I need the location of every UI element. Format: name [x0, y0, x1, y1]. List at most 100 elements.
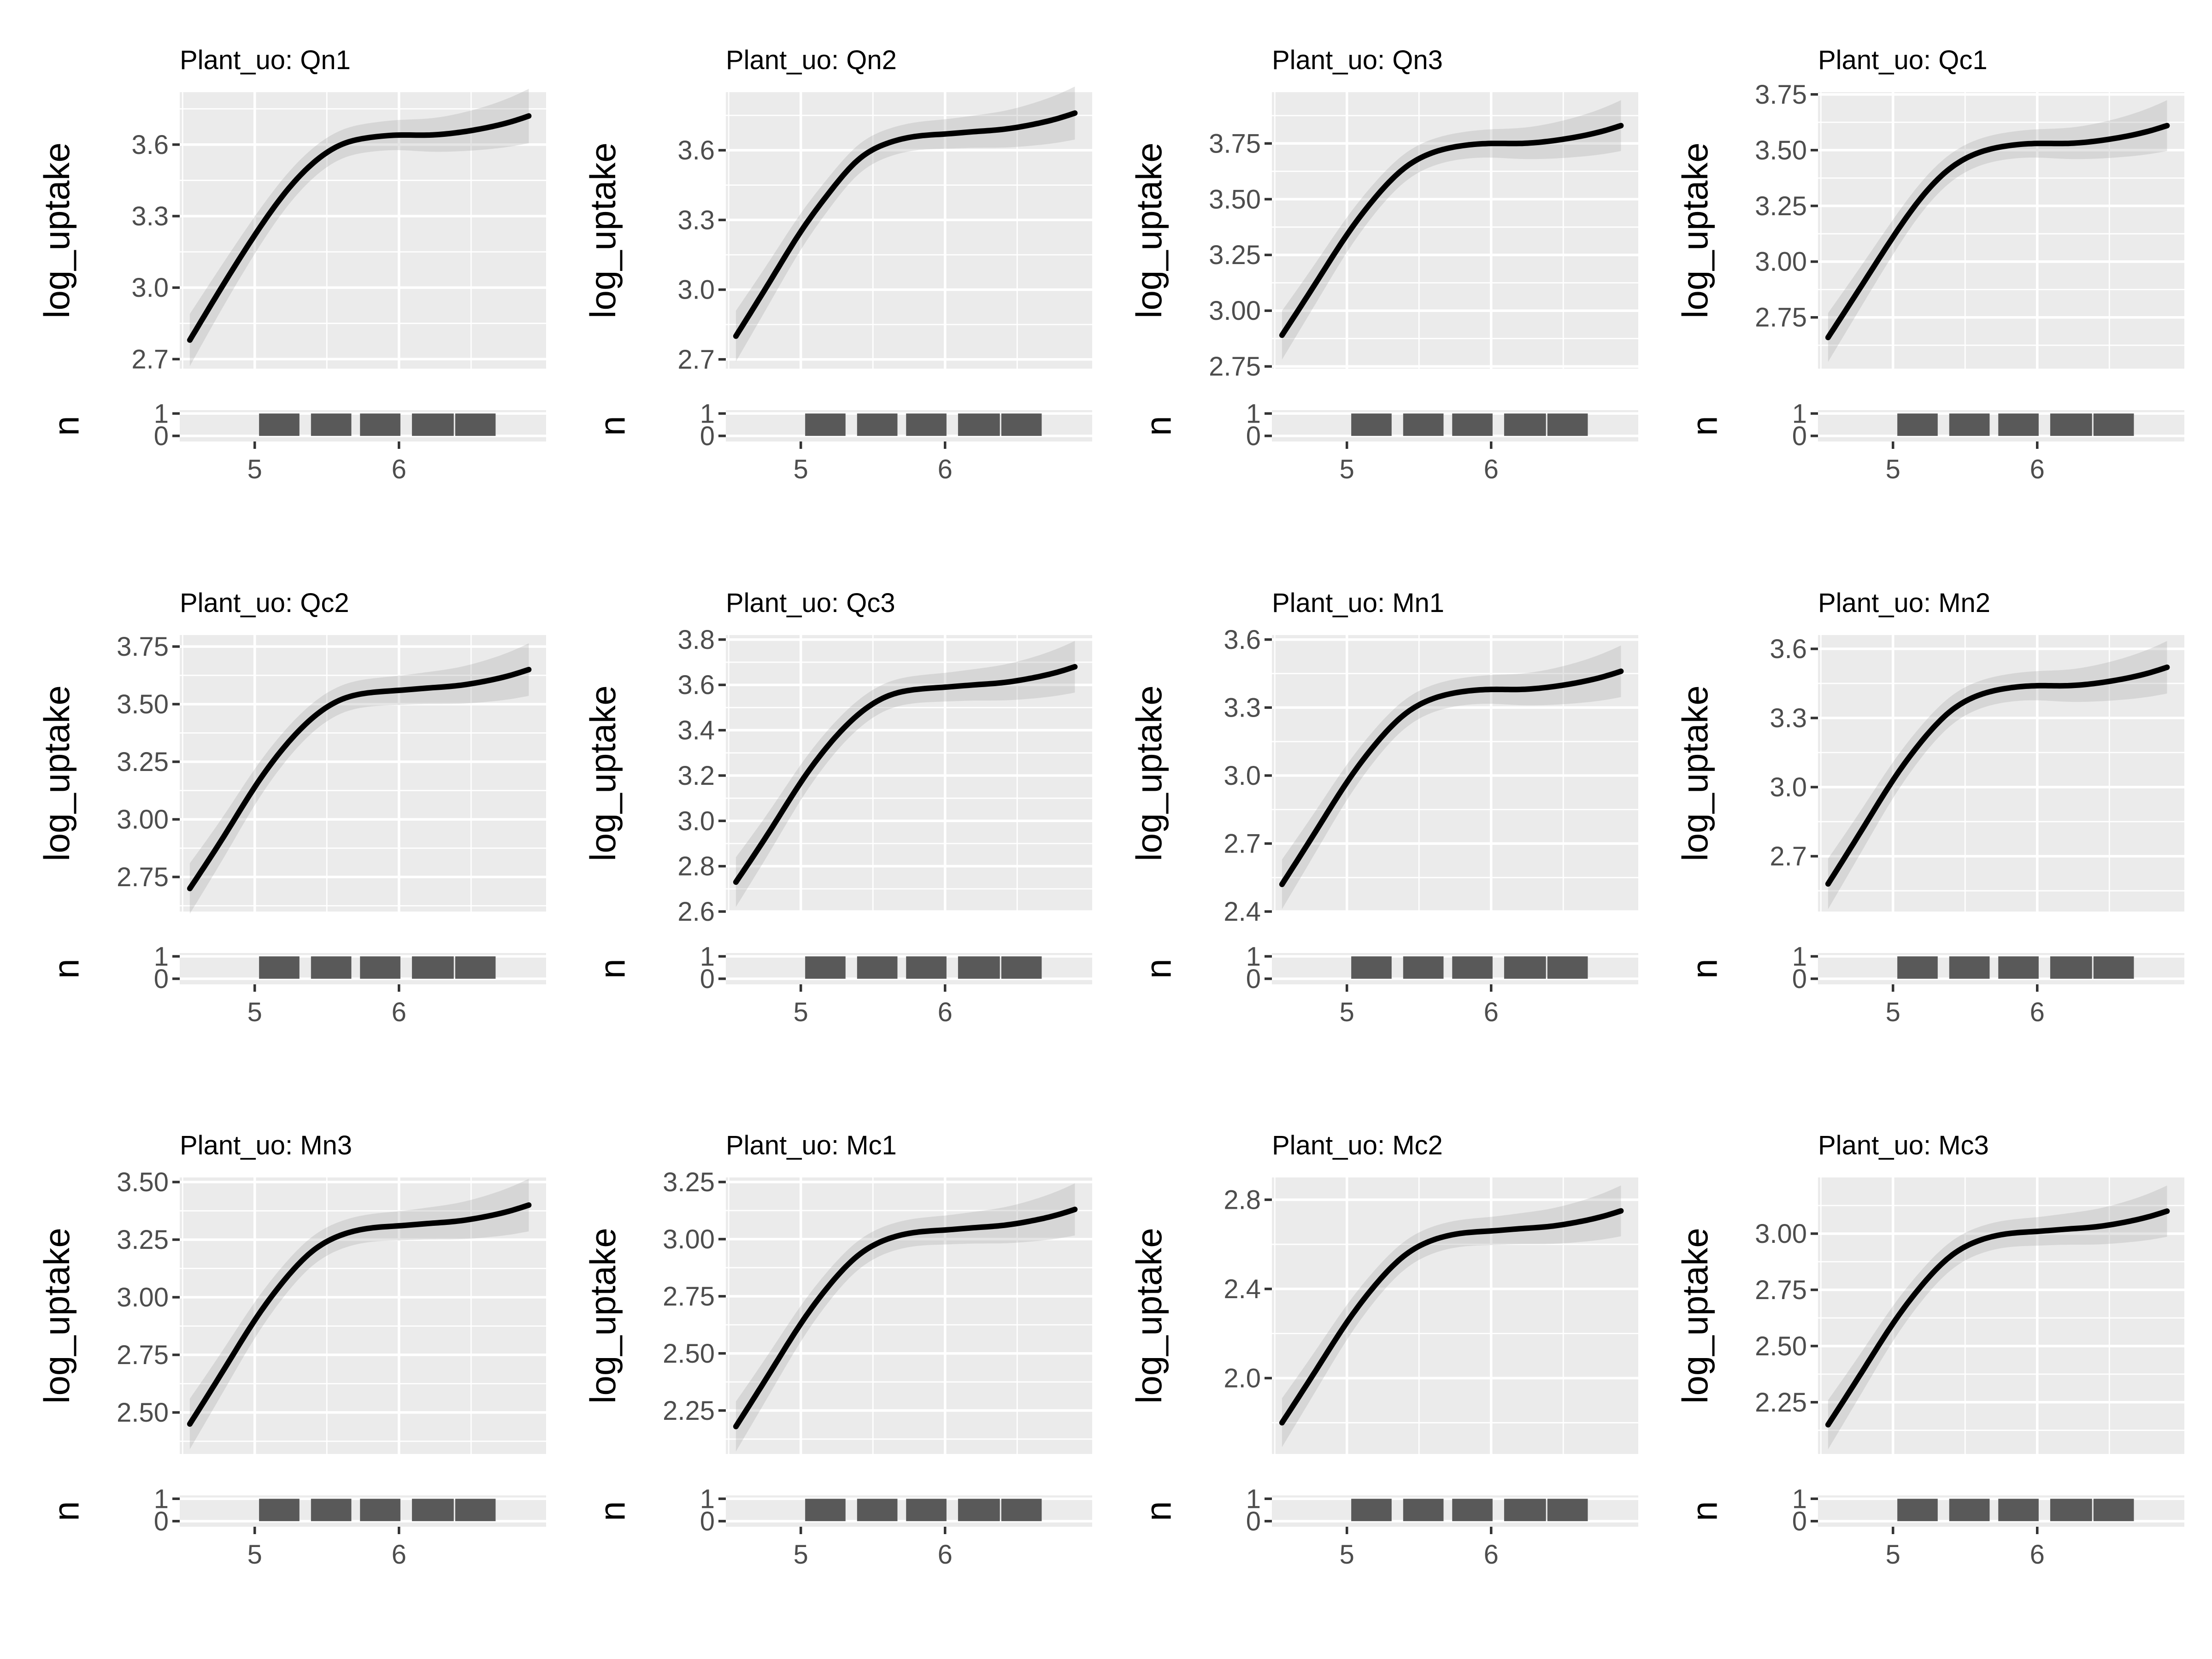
y-tick-label: 3.3 [1224, 693, 1261, 723]
rug-bar [906, 413, 947, 436]
smooth-line [733, 1206, 1078, 1430]
smooth-line [1279, 668, 1624, 887]
x-tick-label: 5 [247, 454, 262, 484]
rug-y-tick-label: 0 [1246, 1506, 1261, 1536]
rug-bar [805, 956, 846, 979]
x-tick-label: 5 [1340, 454, 1354, 484]
facet-title: Plant_uo: Mc2 [1272, 1130, 1443, 1160]
rug-bar [1001, 413, 1042, 436]
rug-bar [259, 956, 300, 979]
rug-bar [1452, 956, 1493, 979]
rug-bar [412, 1499, 454, 1521]
y-tick-label: 3.0 [677, 806, 715, 836]
rug-bar [1998, 1499, 2039, 1521]
y-axis-title: log_uptake [1129, 142, 1169, 318]
rug-axis-title: n [592, 959, 633, 978]
y-tick-label: 3.00 [1209, 296, 1261, 326]
rug-y-tick-label: 0 [700, 421, 715, 451]
rug-axis-title: n [1684, 1501, 1725, 1521]
rug-y-tick-label: 0 [154, 1506, 169, 1536]
rug-bar [2093, 413, 2134, 436]
rug-y-tick-label: 0 [1792, 1506, 1807, 1536]
facet-title: Plant_uo: Qn2 [726, 45, 897, 75]
rug-axis-title: n [1138, 959, 1179, 978]
facet-panel: Plant_uo: Mc1 2.25 2.50 2.75 3.00 3.25 log_upt… [582, 1130, 1092, 1570]
rug-bar [906, 956, 947, 979]
rug-y-tick-label: 1 [154, 941, 169, 971]
y-tick-label: 3.75 [1209, 129, 1261, 159]
rug-y-tick-label: 1 [154, 1484, 169, 1514]
facet-title: Plant_uo: Qc3 [726, 588, 895, 618]
y-tick-label: 3.25 [117, 1225, 169, 1255]
y-tick-label: 2.75 [1209, 352, 1261, 382]
y-tick-label: 3.6 [1770, 634, 1807, 664]
rug-y-tick-label: 0 [1792, 421, 1807, 451]
x-tick-label: 6 [392, 1540, 406, 1570]
rug-bar [1351, 956, 1392, 979]
y-tick-label: 3.25 [1209, 240, 1261, 270]
rug-bar [805, 413, 846, 436]
x-tick-label: 6 [938, 1540, 953, 1570]
x-tick-label: 5 [1886, 454, 1900, 484]
y-tick-label: 2.75 [117, 862, 169, 892]
rug-bar [857, 413, 898, 436]
rug-bar [1949, 956, 1990, 979]
y-axis-title: log_uptake [1675, 142, 1715, 318]
rug-bar [1504, 956, 1546, 979]
smooth-line [1825, 123, 2170, 341]
facet-title: Plant_uo: Mn1 [1272, 588, 1444, 618]
y-tick-label: 2.8 [1224, 1185, 1261, 1215]
rug-bar [1001, 1499, 1042, 1521]
y-tick-label: 3.25 [117, 747, 169, 777]
smooth-line [187, 1202, 532, 1427]
y-tick-label: 3.50 [117, 1167, 169, 1197]
y-tick-label: 2.4 [1224, 1274, 1261, 1304]
rug-y-tick-label: 1 [1246, 941, 1261, 971]
rug-y-tick-label: 0 [700, 964, 715, 994]
x-tick-label: 6 [392, 997, 406, 1027]
y-tick-label: 3.2 [677, 761, 715, 791]
y-tick-label: 2.75 [1755, 303, 1807, 333]
rug-y-tick-label: 0 [154, 964, 169, 994]
y-tick-label: 2.6 [677, 897, 715, 927]
rug-bar [259, 1499, 300, 1521]
y-axis-title: log_uptake [36, 685, 77, 861]
x-tick-label: 6 [2030, 1540, 2045, 1570]
y-tick-label: 2.75 [663, 1282, 715, 1312]
rug-bar [1351, 413, 1392, 436]
y-axis-title: log_uptake [1129, 685, 1169, 861]
y-tick-label: 2.4 [1224, 897, 1261, 927]
smooth-line [733, 664, 1078, 885]
rug-bar [1547, 1499, 1588, 1521]
rug-bar [259, 413, 300, 436]
y-tick-label: 2.7 [1770, 841, 1807, 871]
rug-bar [412, 413, 454, 436]
facet-title: Plant_uo: Qn3 [1272, 45, 1443, 75]
y-tick-label: 2.50 [117, 1398, 169, 1428]
x-tick-label: 6 [938, 997, 953, 1027]
y-axis-title: log_uptake [1129, 1228, 1169, 1404]
rug-bar [1504, 1499, 1546, 1521]
facet-title: Plant_uo: Mc1 [726, 1130, 897, 1160]
rug-axis-title: n [1684, 959, 1725, 978]
y-tick-label: 3.50 [1209, 184, 1261, 214]
rug-bar [958, 956, 1000, 979]
smooth-line [187, 667, 532, 891]
y-tick-label: 2.7 [677, 345, 715, 375]
smooth-line [1279, 123, 1624, 338]
rug-bar [311, 956, 352, 979]
y-tick-label: 3.75 [1755, 80, 1807, 110]
rug-bar [412, 956, 454, 979]
rug-y-tick-label: 1 [700, 399, 715, 429]
rug-y-tick-label: 0 [1792, 964, 1807, 994]
rug-bar [1452, 413, 1493, 436]
rug-y-tick-label: 0 [1246, 421, 1261, 451]
y-axis-title: log_uptake [36, 1228, 77, 1404]
facet-panel: Plant_uo: Qc2 2.75 3.00 3.25 3.50 3.75 log_upt… [36, 588, 546, 1027]
facet-panel: Plant_uo: Qn3 2.75 3.00 3.25 3.50 3.75 log_upt… [1129, 45, 1638, 484]
y-tick-label: 3.6 [131, 130, 169, 160]
y-tick-label: 3.00 [1755, 1219, 1807, 1249]
rug-y-tick-label: 0 [154, 421, 169, 451]
y-tick-label: 2.75 [117, 1340, 169, 1370]
